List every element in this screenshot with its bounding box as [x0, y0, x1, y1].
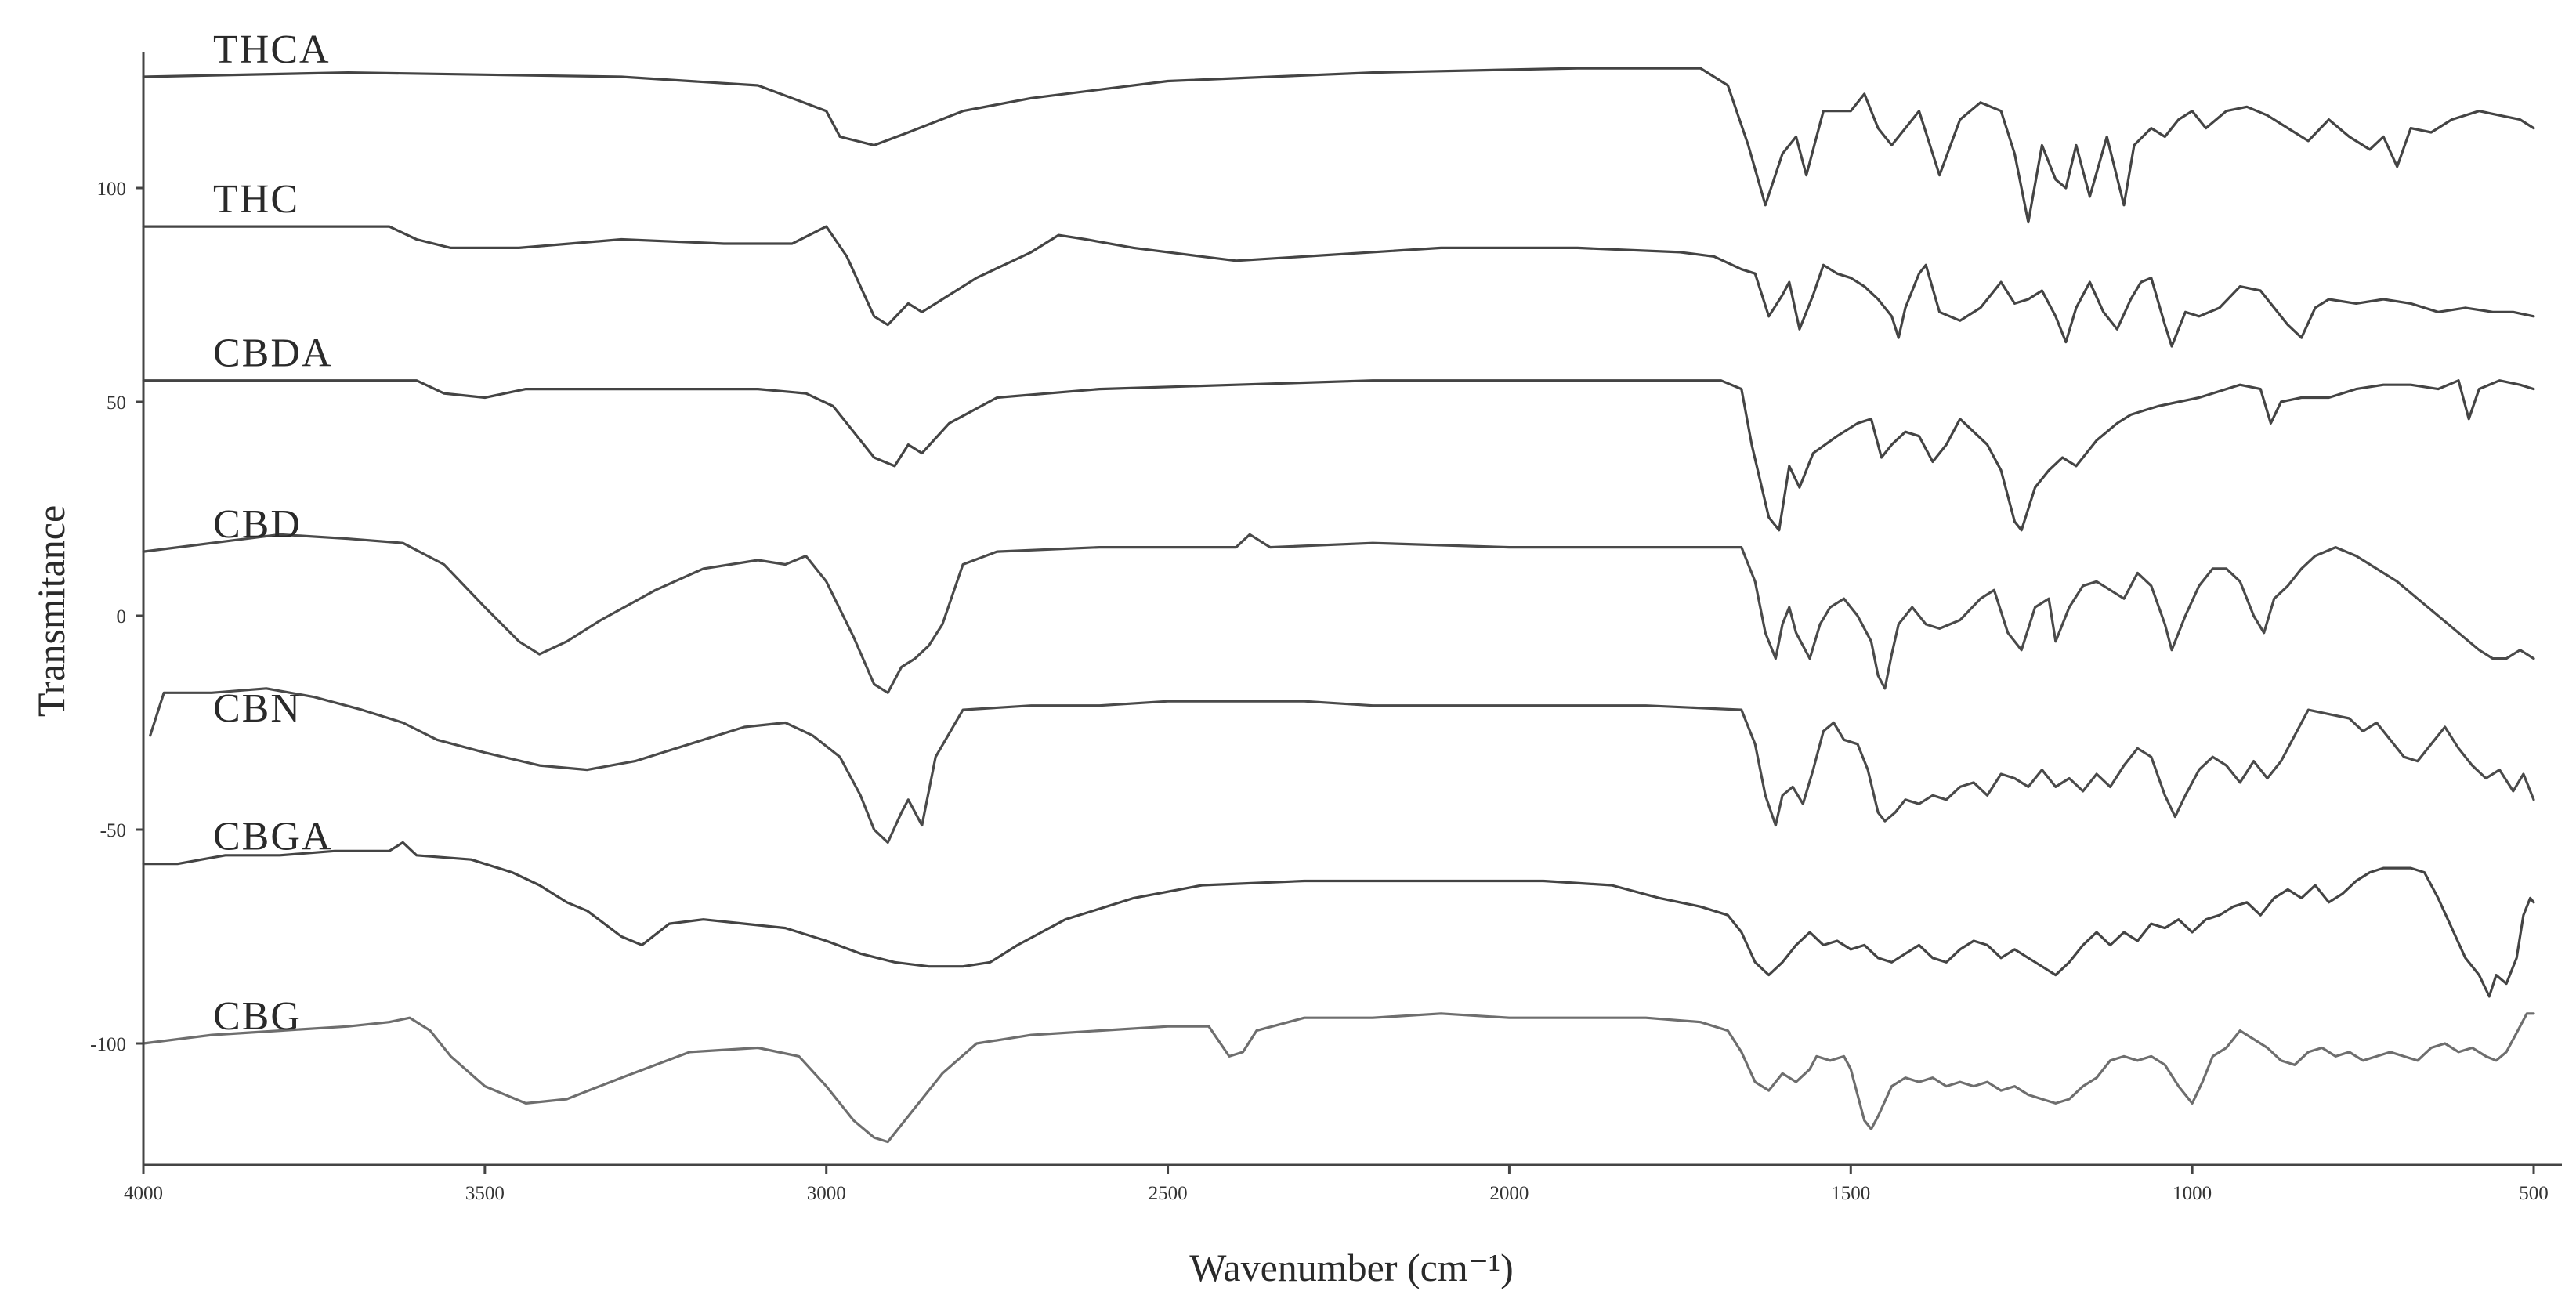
y-axis-title: Transmitance — [29, 505, 73, 717]
trace-cbda — [142, 379, 2535, 532]
series-label-cbd: CBD — [213, 502, 302, 547]
trace-thca — [142, 67, 2535, 224]
series-label-thca: THCA — [213, 27, 331, 72]
x-tick-label: 1000 — [2173, 1183, 2212, 1204]
trace-cbn — [149, 687, 2535, 844]
series-label-cbga: CBGA — [213, 815, 332, 859]
spectra-traces — [142, 67, 2535, 1144]
trace-cbga — [142, 841, 2535, 998]
x-tick-label: 3500 — [465, 1183, 505, 1204]
y-tick-label: 0 — [117, 606, 127, 627]
x-axis-title: Wavenumber (cm⁻¹) — [1189, 1246, 1514, 1289]
x-tick-label: 4000 — [124, 1183, 163, 1204]
x-tick-label: 500 — [2519, 1183, 2549, 1204]
y-tick-label: -50 — [100, 820, 126, 841]
y-tick-label: 100 — [97, 179, 127, 200]
trace-cbd — [142, 533, 2535, 694]
x-ticks: 4000 3500 3000 2500 2000 1500 1000 500 — [124, 1165, 2549, 1204]
y-tick-label: 50 — [107, 392, 126, 414]
trace-cbg — [142, 1012, 2535, 1144]
axes — [142, 52, 2562, 1166]
series-labels: THCA THC CBDA CBD CBN CBGA CBG — [213, 27, 332, 1039]
trace-thc — [142, 225, 2535, 348]
x-tick-label: 2000 — [1489, 1183, 1529, 1204]
y-ticks: 100 50 0 -50 -100 — [90, 179, 143, 1055]
series-label-thc: THC — [213, 177, 299, 222]
series-label-cbn: CBN — [213, 686, 302, 731]
y-tick-label: -100 — [90, 1034, 126, 1055]
x-tick-label: 3000 — [807, 1183, 846, 1204]
series-label-cbg: CBG — [213, 994, 302, 1039]
x-tick-label: 1500 — [1831, 1183, 1870, 1204]
x-tick-label: 2500 — [1149, 1183, 1188, 1204]
series-label-cbda: CBDA — [213, 331, 332, 376]
